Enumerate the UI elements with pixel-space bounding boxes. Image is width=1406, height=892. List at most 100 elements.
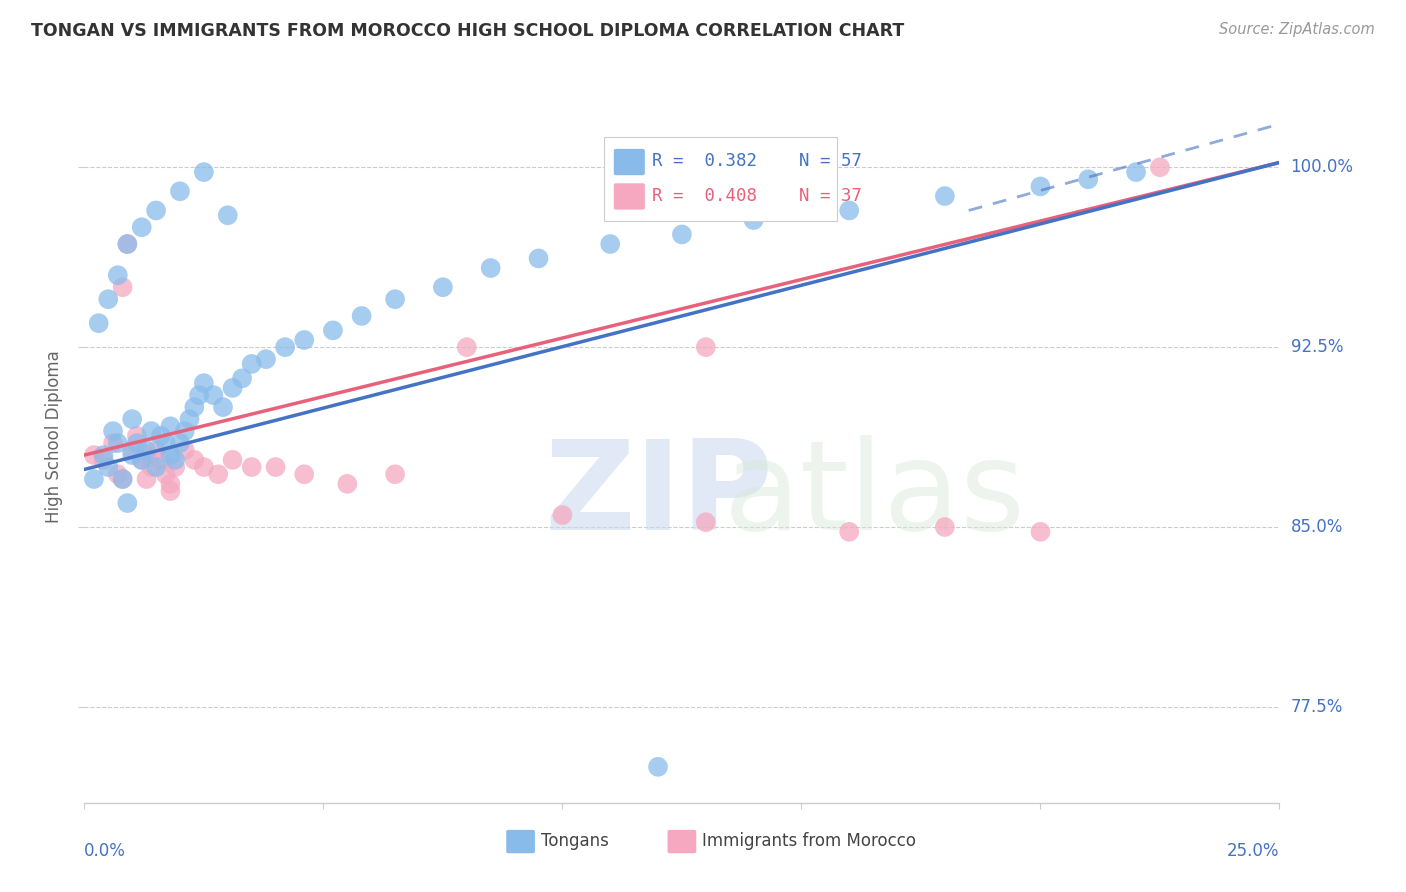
Point [183, 400, 205, 414]
Point [695, 515, 717, 529]
Point [145, 460, 167, 475]
FancyBboxPatch shape [605, 137, 838, 221]
Point [240, 357, 263, 371]
Point [135, 448, 157, 462]
Point [145, 443, 167, 458]
Point [173, 443, 195, 458]
Point [292, 333, 315, 347]
Text: 85.0%: 85.0% [1291, 518, 1343, 536]
Point [179, 412, 201, 426]
Point [240, 460, 263, 475]
Point [117, 237, 139, 252]
Point [97, 460, 120, 475]
Point [1077, 172, 1099, 186]
Point [141, 424, 163, 438]
Point [117, 496, 139, 510]
Point [350, 309, 373, 323]
Point [121, 443, 143, 458]
Point [107, 467, 129, 482]
Point [135, 472, 157, 486]
Point [135, 443, 157, 458]
Point [145, 203, 167, 218]
Point [322, 323, 344, 337]
Point [111, 472, 134, 486]
Point [159, 419, 181, 434]
Point [111, 280, 134, 294]
Point [221, 453, 243, 467]
Point [264, 460, 287, 475]
Point [336, 476, 359, 491]
Text: Immigrants from Morocco: Immigrants from Morocco [702, 832, 917, 850]
Point [121, 412, 143, 426]
Text: 100.0%: 100.0% [1291, 158, 1354, 177]
FancyBboxPatch shape [614, 183, 645, 210]
Point [87, 316, 110, 330]
Point [83, 448, 105, 462]
Point [934, 520, 956, 534]
Point [93, 453, 115, 467]
Text: ZIP: ZIP [544, 435, 773, 556]
Point [125, 429, 148, 443]
Point [202, 388, 225, 402]
Point [183, 453, 205, 467]
Point [671, 227, 693, 242]
Point [131, 220, 153, 235]
Point [479, 260, 502, 275]
Point [212, 400, 235, 414]
Point [456, 340, 478, 354]
Point [838, 524, 860, 539]
Point [149, 453, 172, 467]
Point [117, 237, 139, 252]
Point [207, 467, 229, 482]
Point [111, 472, 134, 486]
Point [934, 189, 956, 203]
Point [165, 460, 187, 475]
Point [599, 237, 621, 252]
Point [384, 467, 406, 482]
Point [188, 388, 211, 402]
Point [107, 436, 129, 450]
Point [742, 213, 765, 227]
Point [149, 429, 172, 443]
Point [1125, 165, 1147, 179]
Point [1029, 179, 1052, 194]
Point [121, 448, 143, 462]
Point [274, 340, 297, 354]
Point [165, 453, 187, 467]
Text: R =  0.382    N = 57: R = 0.382 N = 57 [652, 153, 862, 170]
Point [432, 280, 454, 294]
Y-axis label: High School Diploma: High School Diploma [45, 351, 63, 524]
Point [131, 453, 153, 467]
Point [169, 436, 191, 450]
Point [97, 292, 120, 306]
Point [1149, 161, 1171, 175]
Text: Tongans: Tongans [541, 832, 609, 850]
Point [527, 252, 550, 266]
Point [159, 483, 181, 498]
Point [169, 184, 191, 198]
Point [159, 476, 181, 491]
Point [1029, 524, 1052, 539]
Text: Source: ZipAtlas.com: Source: ZipAtlas.com [1219, 22, 1375, 37]
Point [93, 448, 115, 462]
Point [193, 460, 215, 475]
Text: R =  0.408    N = 37: R = 0.408 N = 37 [652, 186, 862, 204]
Text: 92.5%: 92.5% [1291, 338, 1343, 356]
Point [159, 448, 181, 462]
Text: TONGAN VS IMMIGRANTS FROM MOROCCO HIGH SCHOOL DIPLOMA CORRELATION CHART: TONGAN VS IMMIGRANTS FROM MOROCCO HIGH S… [31, 22, 904, 40]
Point [131, 453, 153, 467]
Point [551, 508, 574, 522]
Point [141, 460, 163, 475]
Point [155, 467, 177, 482]
Point [83, 472, 105, 486]
Point [217, 208, 239, 222]
Point [173, 424, 195, 438]
Point [647, 760, 669, 774]
Point [254, 352, 277, 367]
Point [838, 203, 860, 218]
Text: 0.0%: 0.0% [84, 842, 127, 860]
FancyBboxPatch shape [506, 830, 534, 854]
FancyBboxPatch shape [668, 830, 696, 854]
Text: atlas: atlas [724, 435, 1026, 556]
Point [231, 371, 253, 385]
